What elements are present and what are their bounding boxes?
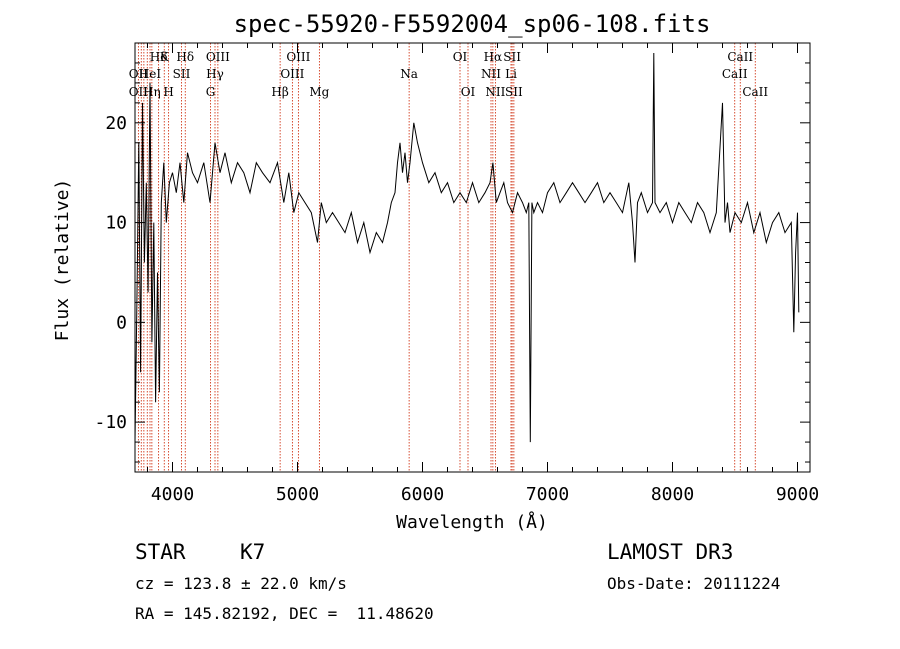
axis-ticks: 4000 5000 6000 7000 8000 9000 -10 0 10 20 xyxy=(94,42,819,505)
line-label-8: CaII xyxy=(727,50,753,64)
object-type: STAR xyxy=(135,540,186,564)
marker-lines xyxy=(137,43,756,472)
flux-series-line xyxy=(134,52,800,443)
x-tick-label-3: 7000 xyxy=(526,484,569,505)
line-label-17: CaII xyxy=(722,67,748,81)
line-label-6: Hα xyxy=(484,50,503,64)
line-label-2: Hδ xyxy=(176,50,194,64)
line-label-10: HeI xyxy=(139,67,162,81)
chart-title: spec-55920-F5592004_sp06-108.fits xyxy=(234,10,711,38)
y-tick-label-0: -10 xyxy=(94,412,127,433)
line-label-0: Hδ xyxy=(150,50,168,64)
line-label-23: Mg xyxy=(309,85,329,99)
line-label-7: SII xyxy=(503,50,521,64)
line-label-20: H xyxy=(163,85,173,99)
survey-name: LAMOST DR3 xyxy=(607,540,734,564)
line-label-21: G xyxy=(206,85,216,99)
line-label-27: CaII xyxy=(742,85,768,99)
x-axis-label: Wavelength (Å) xyxy=(396,511,548,533)
line-label-3: OIII xyxy=(206,50,230,64)
line-label-26: SII xyxy=(505,85,523,99)
observation-date: Obs-Date: 20111224 xyxy=(607,574,781,593)
line-label-9: OII xyxy=(129,67,149,81)
line-label-22: Hβ xyxy=(271,85,288,99)
line-label-11: SII xyxy=(173,67,191,81)
line-label-15: NII xyxy=(481,67,501,81)
line-label-14: Na xyxy=(400,67,418,81)
y-tick-label-3: 20 xyxy=(105,113,127,134)
line-label-1: K xyxy=(160,50,170,64)
y-tick-label-1: 0 xyxy=(116,312,127,333)
line-label-4: OIII xyxy=(286,50,310,64)
y-tick-label-2: 10 xyxy=(105,213,127,234)
x-tick-label-0: 4000 xyxy=(151,484,194,505)
line-label-18: OII xyxy=(129,85,149,99)
coordinates: RA = 145.82192, DEC = 11.48620 xyxy=(135,604,434,623)
plot-frame xyxy=(134,42,811,473)
line-label-5: OI xyxy=(453,50,468,64)
line-label-19: Hη xyxy=(143,85,161,99)
line-label-12: Hγ xyxy=(206,67,224,81)
x-tick-label-5: 9000 xyxy=(776,484,819,505)
line-label-25: NII xyxy=(485,85,505,99)
spectral-subclass: K7 xyxy=(240,540,266,564)
x-tick-label-4: 8000 xyxy=(651,484,694,505)
y-axis-label: Flux (relative) xyxy=(52,179,73,342)
redshift-cz: cz = 123.8 ± 22.0 km/s xyxy=(135,574,347,593)
line-label-16: Li xyxy=(505,67,517,81)
line-label-24: OI xyxy=(461,85,476,99)
line-label-13: OIII xyxy=(280,67,304,81)
x-tick-label-1: 5000 xyxy=(276,484,319,505)
x-tick-label-2: 6000 xyxy=(401,484,444,505)
